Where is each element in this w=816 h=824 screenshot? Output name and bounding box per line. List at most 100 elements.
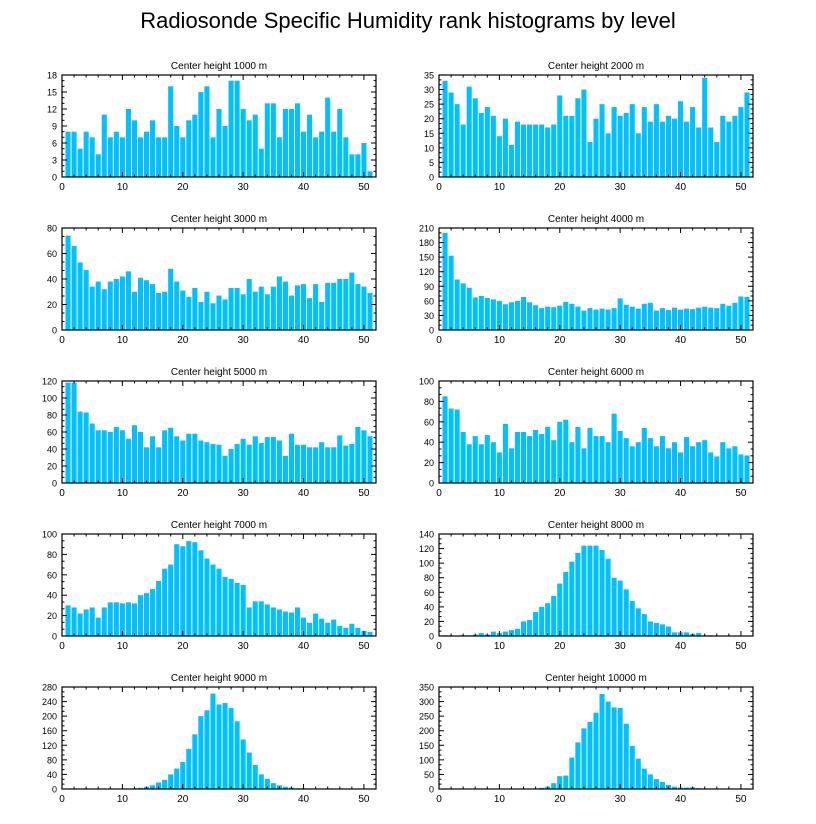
- histogram-bar: [234, 582, 240, 636]
- histogram-bar: [204, 710, 210, 789]
- histogram-bar: [671, 118, 678, 177]
- histogram-bar: [533, 429, 539, 483]
- histogram-bar: [125, 271, 131, 330]
- histogram-bar: [113, 279, 119, 330]
- histogram-bar: [234, 287, 240, 330]
- histogram-bar: [325, 447, 331, 483]
- histogram-bar: [557, 305, 563, 330]
- histogram-bar: [107, 432, 113, 483]
- x-tick-label: 0: [436, 641, 442, 652]
- histogram-bar: [611, 413, 617, 483]
- histogram-bar: [569, 115, 575, 177]
- histogram-bar: [623, 438, 629, 483]
- histogram-bar: [222, 299, 228, 330]
- histogram-bar: [77, 411, 83, 483]
- panel-title: Center height 9000 m: [171, 673, 267, 684]
- histogram-bar: [527, 124, 533, 177]
- histogram-bar: [216, 568, 222, 636]
- histogram-bar: [180, 440, 186, 483]
- histogram-bar: [264, 778, 270, 789]
- y-tick-label: 9: [52, 122, 57, 132]
- x-tick-label: 30: [615, 182, 627, 193]
- histogram-bar: [361, 430, 367, 483]
- x-tick-label: 40: [675, 488, 687, 499]
- page-title: Radiosonde Specific Humidity rank histog…: [140, 8, 676, 33]
- histogram-bar: [156, 137, 162, 177]
- histogram-bar: [95, 430, 101, 483]
- histogram-bar: [617, 580, 623, 636]
- histogram-bar: [270, 607, 276, 636]
- x-tick-label: 50: [735, 641, 747, 652]
- histogram-bar: [156, 293, 162, 330]
- histogram-bar: [228, 287, 234, 330]
- y-tick-label: 60: [424, 588, 434, 598]
- histogram-bar: [313, 613, 319, 636]
- y-tick-label: 20: [47, 462, 57, 472]
- x-tick-label: 20: [177, 641, 189, 652]
- x-tick-label: 40: [298, 335, 310, 346]
- histogram-bar: [246, 752, 252, 789]
- histogram-bar: [270, 103, 276, 177]
- y-tick-label: 40: [47, 770, 57, 780]
- histogram-bar: [617, 298, 623, 330]
- histogram-bar: [702, 306, 708, 330]
- histogram-bar: [545, 306, 551, 330]
- y-tick-label: 120: [42, 377, 57, 387]
- histogram-bar: [367, 171, 373, 177]
- histogram-bar: [270, 286, 276, 330]
- histogram-bar: [563, 301, 569, 330]
- x-tick-label: 40: [675, 641, 687, 652]
- y-tick-label: 80: [424, 397, 434, 407]
- histogram-bar: [355, 426, 361, 483]
- histogram-bar: [180, 137, 186, 177]
- histogram-bar: [726, 448, 732, 483]
- histogram-bar: [641, 614, 647, 636]
- y-tick-label: 10: [424, 143, 434, 153]
- histogram-bar: [617, 707, 623, 789]
- histogram-bar: [690, 446, 696, 483]
- histogram-bar: [563, 419, 569, 483]
- histogram-bar: [629, 601, 635, 636]
- histogram-bar: [107, 281, 113, 330]
- y-tick-label: 5: [429, 158, 434, 168]
- y-tick-label: 12: [47, 105, 57, 115]
- histogram-bar: [623, 112, 629, 177]
- histogram-bar: [684, 787, 690, 789]
- histogram-bar: [508, 144, 514, 177]
- histogram-bar: [448, 92, 454, 177]
- histogram-bar: [228, 80, 234, 177]
- histogram-bar: [288, 612, 294, 636]
- histogram-bar: [276, 137, 282, 177]
- histogram-bar: [258, 148, 264, 177]
- histogram-bar: [557, 776, 563, 789]
- histogram-bar: [156, 782, 162, 789]
- histogram-bar: [593, 436, 599, 483]
- histogram-bar: [276, 276, 282, 330]
- histogram-bar: [581, 545, 587, 636]
- histogram-bar: [252, 601, 258, 636]
- histogram-bar: [240, 739, 246, 789]
- x-tick-label: 10: [117, 488, 129, 499]
- histogram-bar: [313, 284, 319, 330]
- y-tick-label: 25: [424, 100, 434, 110]
- panel-title: Center height 6000 m: [548, 367, 644, 378]
- histogram-bar: [210, 443, 216, 483]
- histogram-bar: [186, 120, 192, 177]
- histogram-bar: [738, 107, 744, 177]
- histogram-bar: [240, 109, 246, 177]
- histogram-bar: [204, 442, 210, 483]
- histogram-bar: [551, 595, 557, 636]
- histogram-bar: [71, 245, 77, 330]
- histogram-bar: [294, 103, 301, 177]
- x-tick-label: 20: [177, 488, 189, 499]
- histogram-bar: [107, 602, 113, 636]
- histogram-bar: [71, 607, 77, 636]
- histogram-bar: [252, 436, 258, 483]
- y-tick-label: 20: [47, 611, 57, 621]
- histogram-bar: [442, 80, 448, 177]
- histogram-bar: [174, 281, 180, 330]
- histogram-bar: [331, 282, 337, 330]
- histogram-bar: [313, 447, 319, 483]
- histogram-bar: [563, 115, 569, 177]
- histogram-bar: [502, 304, 508, 330]
